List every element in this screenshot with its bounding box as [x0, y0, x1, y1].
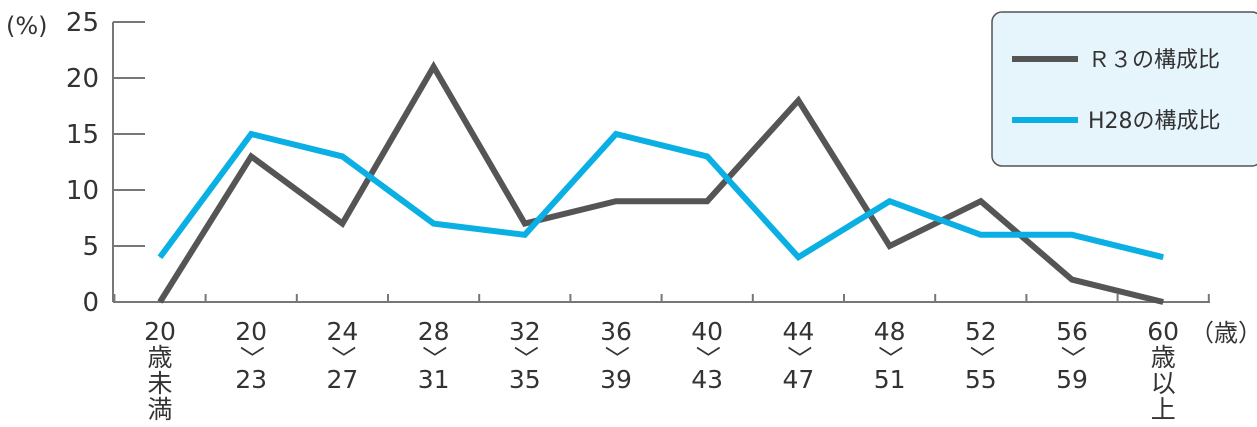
x-tick-range-mark: 〉 — [876, 345, 905, 370]
legend-label: Ｒ３の構成比 — [1088, 48, 1220, 73]
x-tick-text: 47 — [782, 365, 814, 394]
x-tick-range-mark: 〉 — [967, 345, 996, 370]
x-tick-range-mark: 〉 — [420, 345, 449, 370]
x-tick-text: 20 — [144, 317, 176, 346]
data-point — [615, 200, 617, 202]
x-tick-text: 31 — [418, 365, 450, 394]
x-tick-text: 48 — [874, 317, 906, 346]
x-tick-text: 55 — [965, 365, 997, 394]
data-point — [797, 256, 799, 258]
data-point — [1071, 279, 1073, 281]
data-point — [433, 66, 435, 68]
data-point — [1162, 256, 1164, 258]
x-tick-label: 32〉35 — [509, 317, 541, 394]
x-tick-range-mark: 〉 — [693, 345, 722, 370]
x-tick-label: 56〉59 — [1056, 317, 1088, 394]
x-tick-text: 52 — [965, 317, 997, 346]
data-point — [341, 155, 343, 157]
x-tick-text: 28 — [418, 317, 450, 346]
x-tick-text: 36 — [600, 317, 632, 346]
x-tick-text: 満 — [147, 395, 172, 424]
data-point — [250, 133, 252, 135]
x-tick-text: 51 — [874, 365, 906, 394]
x-tick-text: 40 — [691, 317, 723, 346]
x-tick-text: 35 — [509, 365, 541, 394]
data-point — [250, 155, 252, 157]
data-point — [159, 256, 161, 258]
x-tick-text: 43 — [691, 365, 723, 394]
data-point — [980, 234, 982, 236]
x-tick-text: 60 — [1147, 317, 1179, 346]
x-tick-text: 歳 — [147, 343, 172, 372]
series-line-1 — [157, 60, 1164, 305]
data-point — [524, 223, 526, 225]
data-point — [889, 200, 891, 202]
x-tick-text: 20 — [235, 317, 267, 346]
data-point — [889, 245, 891, 247]
x-tick-label: 28〉31 — [418, 317, 450, 394]
y-tick-label: 25 — [66, 8, 99, 38]
x-tick-range-mark: 〉 — [328, 345, 357, 370]
x-tick-text: 以 — [1151, 369, 1176, 398]
x-tick-range-mark: 〉 — [237, 345, 266, 370]
y-tick-label: 5 — [82, 232, 99, 262]
x-tick-text: 32 — [509, 317, 541, 346]
data-point — [706, 200, 708, 202]
x-tick-label: 48〉51 — [874, 317, 906, 394]
x-tick-text: 23 — [235, 365, 267, 394]
series-line-2 — [157, 130, 1164, 262]
x-tick-text: 44 — [782, 317, 814, 346]
legend-box — [991, 11, 1257, 167]
data-point — [341, 223, 343, 225]
data-point — [797, 99, 799, 101]
x-tick-label: 20〉23 — [235, 317, 267, 394]
x-tick-text: 未 — [147, 369, 172, 398]
data-point — [980, 200, 982, 202]
x-tick-label: 52〉55 — [965, 317, 997, 394]
x-tick-range-mark: 〉 — [1058, 345, 1087, 370]
x-tick-text: 24 — [326, 317, 358, 346]
y-tick-label: 15 — [66, 120, 99, 150]
series-lines — [157, 60, 1164, 305]
y-tick-label: 10 — [66, 176, 99, 206]
data-point — [524, 234, 526, 236]
x-tick-text: 27 — [326, 365, 358, 394]
data-point — [1162, 301, 1164, 303]
data-point — [615, 133, 617, 135]
legend: Ｒ３の構成比 H28の構成比 — [991, 11, 1257, 167]
y-tick-label: 0 — [82, 288, 99, 318]
x-tick-text: 59 — [1056, 365, 1088, 394]
legend-label: H28の構成比 — [1088, 109, 1221, 134]
y-tick-label: 20 — [66, 64, 99, 94]
data-point — [159, 301, 161, 303]
x-tick-label: 36〉39 — [600, 317, 632, 394]
data-point — [433, 223, 435, 225]
axes: 0510152025(%)20歳未満20〉2324〉2728〉3132〉3536… — [6, 8, 1257, 424]
data-point — [1071, 234, 1073, 236]
x-tick-text: 歳 — [1151, 343, 1176, 372]
x-tick-text: 上 — [1151, 395, 1176, 424]
x-tick-text: 56 — [1056, 317, 1088, 346]
x-tick-range-mark: 〉 — [511, 345, 540, 370]
x-tick-label: 40〉43 — [691, 317, 723, 394]
x-tick-range-mark: 〉 — [602, 345, 631, 370]
data-point — [706, 155, 708, 157]
x-tick-label: 24〉27 — [326, 317, 358, 394]
x-tick-range-mark: 〉 — [784, 345, 813, 370]
x-axis-unit: （歳） — [1190, 319, 1257, 347]
x-tick-text: 39 — [600, 365, 632, 394]
y-axis-unit: (%) — [6, 12, 48, 40]
x-tick-label: 44〉47 — [782, 317, 814, 394]
